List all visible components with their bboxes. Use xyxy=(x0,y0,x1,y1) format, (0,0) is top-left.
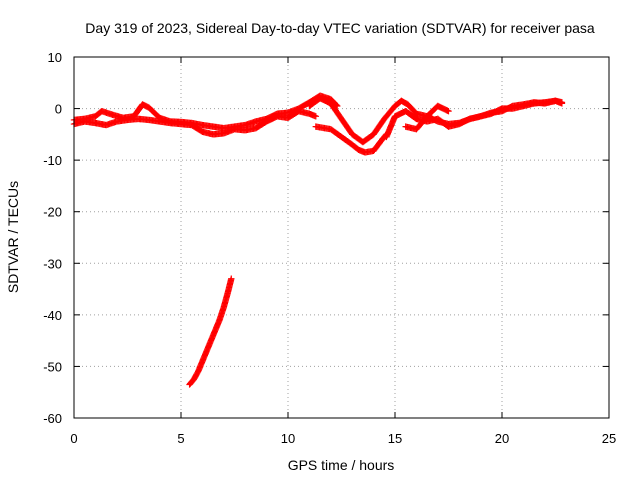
x-axis-label: GPS time / hours xyxy=(288,457,395,473)
y-tick-label: -60 xyxy=(43,411,62,426)
x-tick-labels: 0 5 10 15 20 25 xyxy=(70,431,616,446)
x-tick-label: 15 xyxy=(388,431,402,446)
plot-frame xyxy=(73,56,610,419)
data-points xyxy=(70,92,566,388)
y-axis-label: SDTVAR / TECUs xyxy=(5,181,21,293)
series-steep-segment xyxy=(186,275,235,388)
series-dip-inner xyxy=(312,123,390,156)
data-point xyxy=(445,107,452,115)
x-tick-label: 0 xyxy=(70,431,77,446)
data-point xyxy=(312,113,320,120)
x-tick-label: 25 xyxy=(602,431,616,446)
series-late-loop xyxy=(402,102,452,133)
y-tick-label: -10 xyxy=(43,153,62,168)
axis-ticks xyxy=(73,56,610,419)
data-point xyxy=(558,100,566,107)
series-main-lower xyxy=(70,107,320,138)
y-tick-label: 10 xyxy=(48,50,62,65)
y-tick-label: -50 xyxy=(43,359,62,374)
y-tick-label: 0 xyxy=(55,102,62,117)
series-post-dip xyxy=(383,97,566,141)
x-tick-label: 5 xyxy=(177,431,184,446)
x-tick-label: 10 xyxy=(281,431,295,446)
y-tick-label: -30 xyxy=(43,256,62,271)
data-point xyxy=(228,275,235,282)
chart-title: Day 319 of 2023, Sidereal Day-to-day VTE… xyxy=(85,20,595,36)
y-tick-labels: -60 -50 -40 -30 -20 -10 0 10 xyxy=(43,50,62,426)
x-tick-label: 20 xyxy=(495,431,509,446)
y-tick-label: -40 xyxy=(43,308,62,323)
y-tick-label: -20 xyxy=(43,205,62,220)
